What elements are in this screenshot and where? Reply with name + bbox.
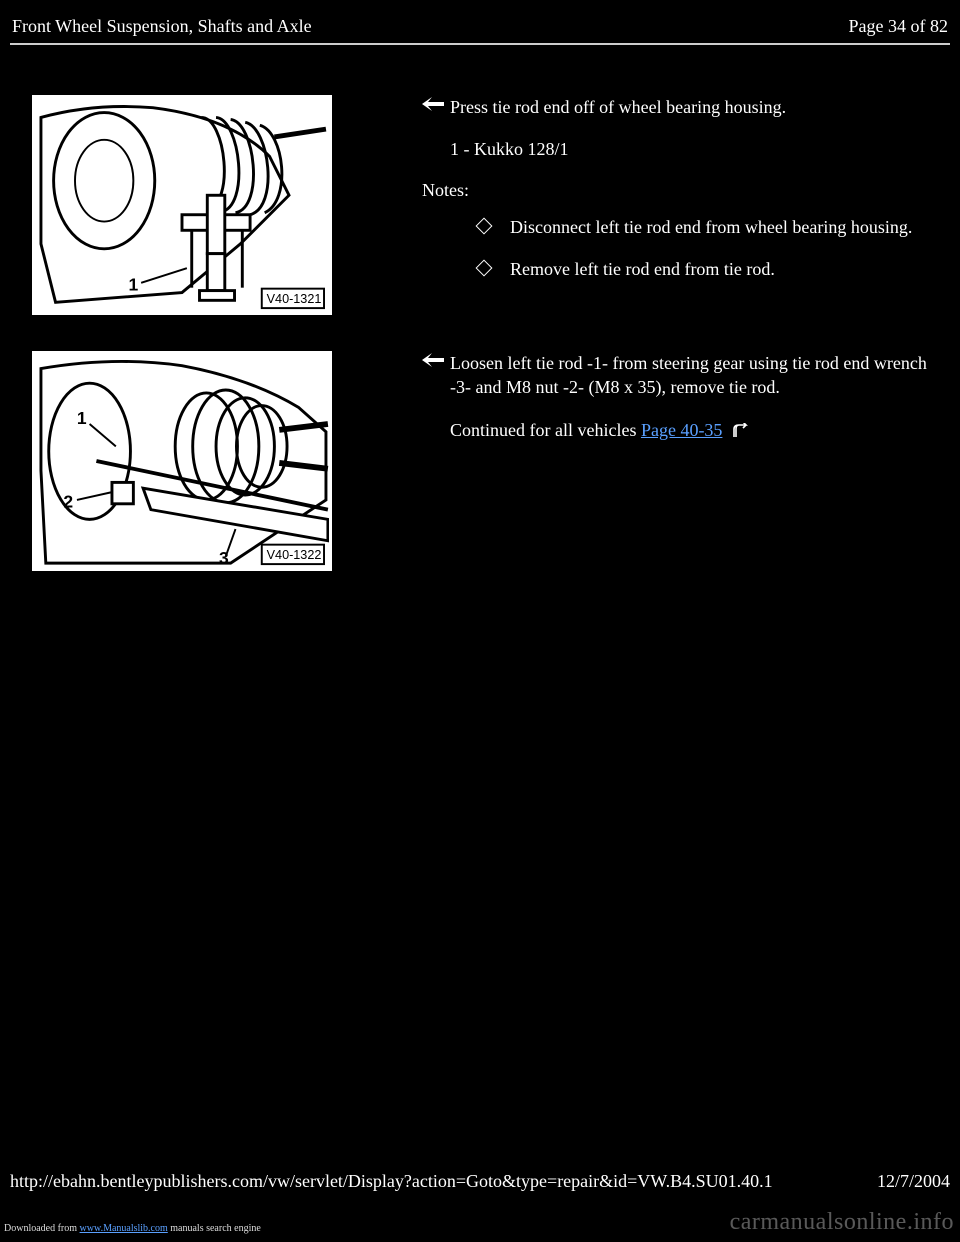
svg-text:V40-1322: V40-1322 (267, 548, 322, 562)
watermark: carmanualsonline.info (730, 1209, 954, 1236)
diamond-bullet-icon (476, 217, 493, 234)
page-link[interactable]: Page 40-35 (641, 420, 722, 440)
header-title: Front Wheel Suspension, Shafts and Axle (12, 16, 312, 37)
header-page: Page 34 of 82 (849, 16, 948, 37)
svg-text:1: 1 (77, 408, 87, 428)
footer-date: 12/7/2004 (877, 1171, 950, 1192)
notes-label: Notes: (422, 180, 912, 201)
uturn-icon (731, 419, 749, 443)
svg-text:3: 3 (219, 548, 229, 568)
figure-2: 1 2 3 V40-1322 (32, 351, 332, 571)
fig1-callout-1: 1 (129, 275, 139, 295)
figure-1: 1 V40-1321 (32, 95, 332, 315)
block1-note1: Disconnect left tie rod end from wheel b… (510, 215, 912, 239)
diamond-bullet-icon (476, 259, 493, 276)
block1-tool: 1 - Kukko 128/1 (450, 137, 786, 161)
download-bar: Downloaded from www.Manualslib.com manua… (4, 1223, 261, 1234)
download-link[interactable]: www.Manualslib.com (80, 1223, 168, 1234)
arrow-left-icon (422, 353, 444, 367)
block1-text: Press tie rod end off of wheel bearing h… (450, 95, 786, 119)
block1-note2: Remove left tie rod end from tie rod. (510, 257, 775, 281)
footer-url: http://ebahn.bentleypublishers.com/vw/se… (10, 1171, 773, 1192)
svg-text:2: 2 (63, 492, 73, 512)
block2-continue-prefix: Continued for all vehicles (450, 420, 641, 440)
block2-text: Loosen left tie rod -1- from steering ge… (450, 351, 950, 400)
arrow-left-icon (422, 97, 444, 111)
fig1-tag: V40-1321 (267, 292, 322, 306)
